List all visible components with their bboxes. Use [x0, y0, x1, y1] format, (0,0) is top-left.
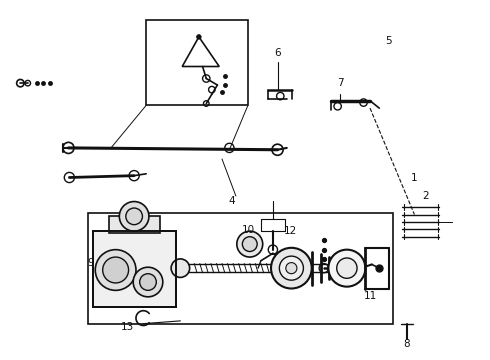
- Circle shape: [140, 274, 156, 291]
- Text: 13: 13: [121, 322, 134, 332]
- Circle shape: [95, 249, 136, 291]
- Circle shape: [243, 237, 257, 252]
- Text: 10: 10: [242, 225, 254, 235]
- Circle shape: [120, 202, 149, 231]
- Circle shape: [196, 35, 201, 39]
- Text: 11: 11: [364, 291, 377, 301]
- Text: 9: 9: [87, 258, 94, 267]
- Bar: [109, 216, 160, 233]
- Bar: [93, 231, 176, 307]
- Circle shape: [237, 231, 263, 257]
- Text: 4: 4: [228, 195, 235, 206]
- Circle shape: [328, 249, 366, 287]
- Bar: [88, 213, 393, 324]
- Text: 8: 8: [404, 339, 410, 349]
- Circle shape: [171, 259, 190, 278]
- Text: 5: 5: [385, 36, 392, 46]
- Circle shape: [126, 208, 143, 225]
- Text: 12: 12: [284, 226, 297, 236]
- Text: 1: 1: [411, 172, 417, 183]
- Circle shape: [279, 256, 303, 280]
- Circle shape: [286, 262, 297, 274]
- Circle shape: [337, 258, 357, 278]
- Circle shape: [133, 267, 163, 297]
- Bar: [146, 20, 248, 105]
- Text: 6: 6: [274, 48, 281, 58]
- Circle shape: [103, 257, 128, 283]
- Text: 2: 2: [422, 191, 429, 201]
- Text: 7: 7: [337, 78, 343, 88]
- Circle shape: [271, 248, 312, 288]
- Bar: [93, 231, 176, 307]
